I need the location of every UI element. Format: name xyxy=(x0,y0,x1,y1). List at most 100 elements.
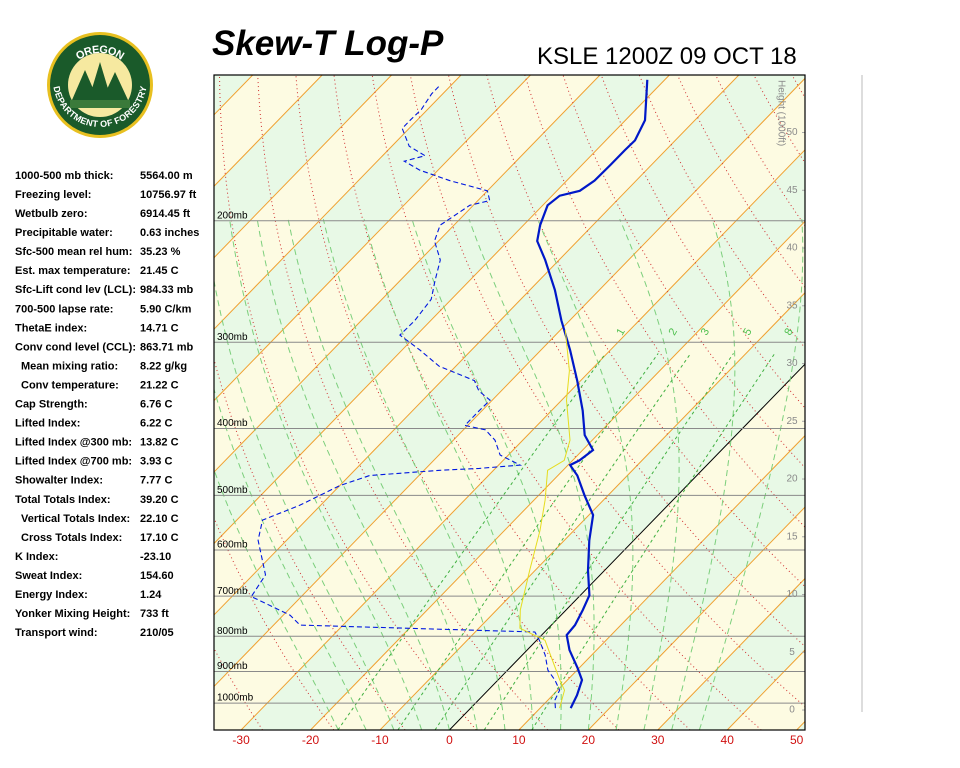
isotherm xyxy=(214,75,601,473)
stat-value: 14.71 C xyxy=(140,322,179,334)
stat-label: Freezing level: xyxy=(15,189,91,201)
x-tick-label: -10 xyxy=(371,733,389,747)
y2-tick-label: 45 xyxy=(786,185,798,196)
stat-label: Conv cond level (CCL): xyxy=(15,341,136,353)
y2-tick-label: 50 xyxy=(786,127,798,138)
isotherm xyxy=(214,75,462,330)
mixing-ratio-line xyxy=(397,353,659,730)
y2-tick-label: 40 xyxy=(786,243,798,254)
moist-adiabat xyxy=(214,278,395,730)
plot-data xyxy=(250,79,649,709)
stat-label: Lifted Index @300 mb: xyxy=(15,437,132,449)
stat-value: 21.45 C xyxy=(140,265,179,277)
y2-tick-label: 10 xyxy=(786,589,798,600)
isotherm xyxy=(214,75,740,616)
moist-adiabat xyxy=(322,219,506,730)
stat-label: Energy Index: xyxy=(15,589,88,601)
y2-tick-label: 20 xyxy=(786,474,798,485)
logo-top-text: OREGON xyxy=(74,44,126,63)
dry-adiabat xyxy=(945,75,960,730)
logo-ground xyxy=(70,100,130,108)
stat-label: 1000-500 mb thick: xyxy=(15,170,113,182)
stat-value: 984.33 mb xyxy=(140,284,193,296)
stat-value: 6.22 C xyxy=(140,418,172,430)
dry-adiabat xyxy=(677,75,805,289)
isotherm xyxy=(214,75,670,545)
y-tick-label: 500mb xyxy=(217,485,248,496)
mixing-ratio-label: 3 xyxy=(699,326,712,337)
dry-adiabat xyxy=(219,75,477,730)
stat-value: 3.93 C xyxy=(140,456,172,468)
isotherm xyxy=(518,434,805,730)
logo-top-text: OREGON xyxy=(74,44,126,63)
stat-value: 39.20 C xyxy=(140,494,179,506)
mixing-ratio-label: 5 xyxy=(741,326,754,337)
isotherm xyxy=(240,149,805,730)
profile-line xyxy=(536,79,649,709)
profile-line xyxy=(250,84,561,709)
stat-value: 5564.00 m xyxy=(140,170,193,182)
stat-label: Est. max temperature: xyxy=(15,265,131,277)
chart-title: Skew-T Log-P xyxy=(212,24,444,63)
mixing-ratio-label: 2 xyxy=(667,326,680,337)
isotherm xyxy=(214,75,531,402)
dry-adiabat xyxy=(524,75,805,528)
x-tick-label: 20 xyxy=(582,733,596,747)
y-tick-label: 1000mb xyxy=(217,693,254,704)
stat-value: 6914.45 ft xyxy=(140,208,190,220)
stat-label: Conv temperature: xyxy=(21,379,119,391)
logo-trees xyxy=(72,62,128,102)
moist-adiabat xyxy=(229,219,423,730)
y-tick-label: 300mb xyxy=(217,332,248,343)
stat-value: 8.22 g/kg xyxy=(140,360,187,372)
isotherm xyxy=(379,292,805,730)
plot-background: 1 2 3 5 8 xyxy=(214,75,960,730)
mixing-ratio-line xyxy=(434,353,692,730)
stat-label: ThetaE index: xyxy=(15,322,87,334)
mixing-ratio-line xyxy=(483,353,734,730)
moist-adiabat xyxy=(411,219,562,730)
y-tick-label: 900mb xyxy=(217,661,248,672)
stat-label: Showalter Index: xyxy=(15,475,103,487)
y2-axis-label: Height (1000ft) xyxy=(775,80,786,146)
x-tick-label: 0 xyxy=(446,733,453,747)
isotherm xyxy=(657,577,805,730)
mixing-ratio-line xyxy=(337,353,607,730)
dry-adiabat xyxy=(830,75,960,730)
moist-adiabat xyxy=(537,219,634,730)
stat-value: 10756.97 ft xyxy=(140,189,197,201)
moist-adiabat xyxy=(287,219,478,730)
stat-value: 5.90 C/km xyxy=(140,303,192,315)
isotherm xyxy=(214,75,392,259)
x-tick-label: 50 xyxy=(790,733,804,747)
y2-tick-label: 30 xyxy=(786,358,798,369)
y-tick-label: 400mb xyxy=(217,418,248,429)
x-tick-label: 40 xyxy=(721,733,735,747)
stat-label: Lifted Index: xyxy=(15,418,80,430)
mixing-ratio-label: 1 xyxy=(614,326,627,337)
isotherm xyxy=(587,506,805,730)
stat-label: Mean mixing ratio: xyxy=(21,360,118,372)
dry-adiabat xyxy=(907,75,960,730)
stat-value: 13.82 C xyxy=(140,437,179,449)
isotherm-band xyxy=(214,75,805,687)
chart-subtitle: KSLE 1200Z 09 OCT 18 xyxy=(537,43,797,70)
stat-value: 21.22 C xyxy=(140,379,179,391)
mixing-ratio-label: 8 xyxy=(782,326,795,337)
dry-adiabat xyxy=(791,75,805,99)
y-tick-label: 600mb xyxy=(217,540,248,551)
stat-label: Precipitable water: xyxy=(15,227,113,239)
stat-label: Transport wind: xyxy=(15,627,98,639)
stat-label: Sfc-Lift cond lev (LCL): xyxy=(15,284,136,296)
stat-label: Cross Totals Index: xyxy=(21,532,122,544)
stat-value: 35.23 % xyxy=(140,246,181,258)
x-tick-label: -30 xyxy=(232,733,250,747)
stat-value: 210/05 xyxy=(140,627,174,639)
stat-value: 1.24 xyxy=(140,589,162,601)
stat-value: 733 ft xyxy=(140,608,169,620)
x-tick-label: 30 xyxy=(651,733,665,747)
stat-value: 17.10 C xyxy=(140,532,179,544)
isotherm-band xyxy=(796,721,805,730)
stat-value: 863.71 mb xyxy=(140,341,193,353)
